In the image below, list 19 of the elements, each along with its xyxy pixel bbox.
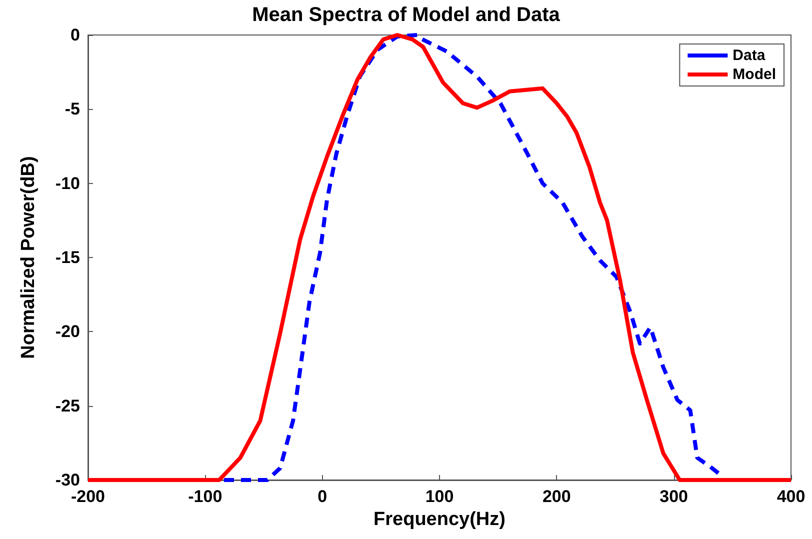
y-tick-label: 0 — [70, 26, 80, 44]
chart-title: Mean Spectra of Model and Data — [252, 4, 561, 26]
x-tick-label: 300 — [660, 487, 688, 506]
x-tick-label: 200 — [542, 487, 571, 506]
legend-label: Data — [732, 47, 766, 64]
y-axis-title: Normalized Power(dB) — [18, 156, 39, 359]
x-axis-title: Frequency(Hz) — [374, 508, 506, 530]
x-tick-label: -100 — [188, 487, 222, 506]
legend-label: Model — [732, 66, 776, 83]
y-tick-label: -25 — [55, 396, 80, 416]
y-tick-label: -5 — [64, 100, 80, 119]
y-tick-label: -15 — [55, 248, 80, 267]
y-tick-label: -10 — [55, 174, 80, 193]
x-tick-label: 0 — [318, 487, 328, 506]
y-tick-label: -30 — [55, 470, 80, 490]
y-tick-label: -20 — [55, 322, 80, 342]
x-tick-label: 400 — [776, 487, 806, 506]
x-tick-label: 100 — [425, 487, 454, 506]
x-tick-label: -200 — [70, 487, 106, 506]
